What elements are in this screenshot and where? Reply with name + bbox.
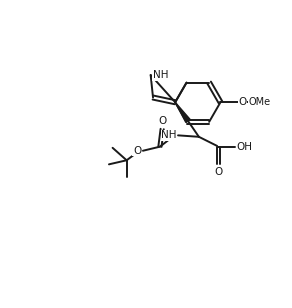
Text: OMe: OMe: [248, 97, 271, 107]
Text: O: O: [239, 97, 247, 107]
Text: NH: NH: [153, 70, 168, 80]
Polygon shape: [175, 102, 190, 122]
Text: O: O: [214, 167, 223, 177]
Text: O: O: [158, 116, 166, 126]
Text: NH: NH: [161, 130, 177, 140]
Text: O: O: [133, 146, 141, 156]
Text: OH: OH: [237, 142, 253, 152]
